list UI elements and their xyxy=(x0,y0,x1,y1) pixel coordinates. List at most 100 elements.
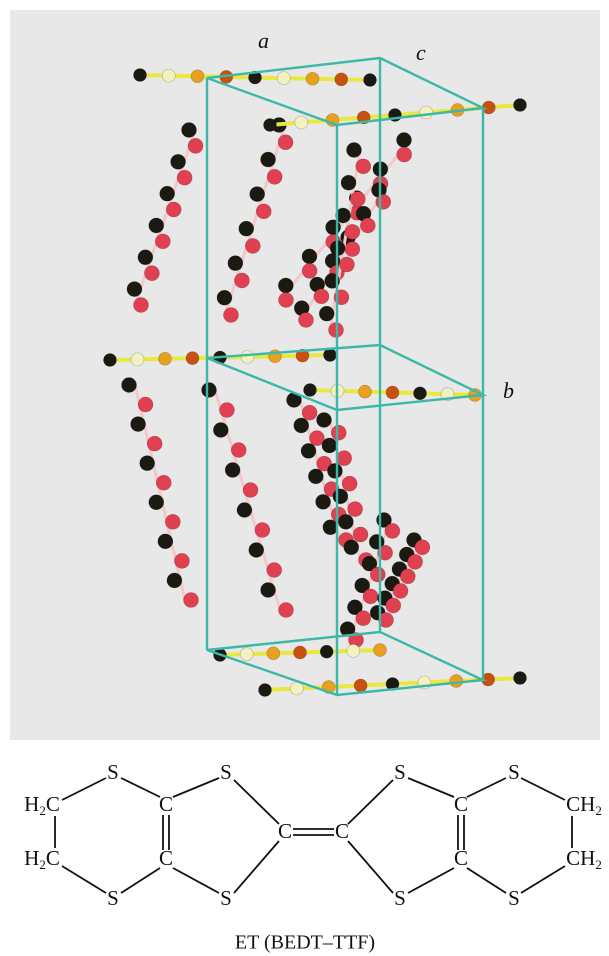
atom xyxy=(277,72,290,85)
atom xyxy=(294,418,309,433)
atom xyxy=(149,495,164,510)
group-label: H2C xyxy=(24,792,60,818)
atom xyxy=(370,567,385,582)
atom xyxy=(134,69,147,82)
atom xyxy=(224,308,239,323)
atom xyxy=(245,238,260,253)
atom-label: S xyxy=(394,760,406,784)
atom xyxy=(144,266,159,281)
atom xyxy=(267,647,280,660)
atom xyxy=(256,204,271,219)
atom: C xyxy=(46,792,60,816)
atom xyxy=(354,679,367,692)
atom xyxy=(347,143,362,158)
atom xyxy=(324,349,337,362)
atom-label: C xyxy=(159,846,173,870)
atom xyxy=(240,648,253,661)
atom-label: S xyxy=(220,886,232,910)
atom xyxy=(348,502,363,517)
atom xyxy=(219,403,234,418)
atom xyxy=(397,147,412,162)
atom xyxy=(279,293,294,308)
atom xyxy=(350,192,365,207)
atom xyxy=(104,354,117,367)
atom xyxy=(353,527,368,542)
atom xyxy=(202,383,217,398)
atom xyxy=(237,503,252,518)
atom xyxy=(131,353,144,366)
atom xyxy=(316,494,331,509)
atom xyxy=(341,175,356,190)
atom-label: S xyxy=(508,886,520,910)
atom: H xyxy=(24,846,39,870)
atom xyxy=(376,194,391,209)
atom xyxy=(182,123,197,138)
atom xyxy=(514,672,527,685)
atom xyxy=(450,675,463,688)
atom xyxy=(302,263,317,278)
atom xyxy=(408,554,423,569)
atom xyxy=(155,234,170,249)
atom xyxy=(385,523,400,538)
atom: H xyxy=(580,846,595,870)
atom xyxy=(278,135,293,150)
caption: ET (BEDT–TTF) xyxy=(235,932,375,954)
atom xyxy=(386,386,399,399)
atom xyxy=(301,443,316,458)
atom xyxy=(191,70,204,83)
atom-label: S xyxy=(508,760,520,784)
atom xyxy=(323,520,338,535)
atom xyxy=(320,645,333,658)
atom xyxy=(134,298,149,313)
atom-label: C xyxy=(278,819,292,843)
atom xyxy=(335,73,348,86)
atom xyxy=(127,282,142,297)
atom-label: S xyxy=(107,886,119,910)
atom-label: S xyxy=(107,760,119,784)
atom xyxy=(338,514,353,529)
atom xyxy=(304,384,317,397)
atom: H xyxy=(580,792,595,816)
atom xyxy=(156,475,171,490)
atom xyxy=(160,186,175,201)
atom xyxy=(167,573,182,588)
group-label: CH2 xyxy=(566,792,602,818)
atom xyxy=(308,469,323,484)
atom xyxy=(319,306,334,321)
atom xyxy=(360,218,375,233)
subscript: 2 xyxy=(595,803,602,818)
atom xyxy=(331,425,346,440)
atom xyxy=(344,540,359,555)
atom xyxy=(239,221,254,236)
atom xyxy=(326,220,341,235)
atom xyxy=(364,74,377,87)
group-label: CH2 xyxy=(566,846,602,872)
atom xyxy=(249,543,264,558)
axis-label: c xyxy=(416,40,426,65)
atom: C xyxy=(566,846,580,870)
group-label: H2C xyxy=(24,846,60,872)
atom xyxy=(264,119,277,132)
atom xyxy=(225,463,240,478)
atom xyxy=(158,534,173,549)
atom xyxy=(306,72,319,85)
atom xyxy=(339,257,354,272)
atom xyxy=(184,593,199,608)
atom xyxy=(397,133,412,148)
atom xyxy=(147,436,162,451)
atom xyxy=(188,138,203,153)
atom xyxy=(415,540,430,555)
atom xyxy=(228,256,243,271)
atom-label: C xyxy=(335,819,349,843)
axis-label: a xyxy=(258,28,269,53)
atom-label: C xyxy=(159,792,173,816)
atom-label: C xyxy=(454,846,468,870)
atom xyxy=(261,583,276,598)
atom xyxy=(393,583,408,598)
atom xyxy=(186,352,199,365)
atom xyxy=(259,684,272,697)
atom xyxy=(514,99,527,112)
atom xyxy=(234,273,249,288)
atom xyxy=(255,523,270,538)
atom xyxy=(317,413,332,428)
